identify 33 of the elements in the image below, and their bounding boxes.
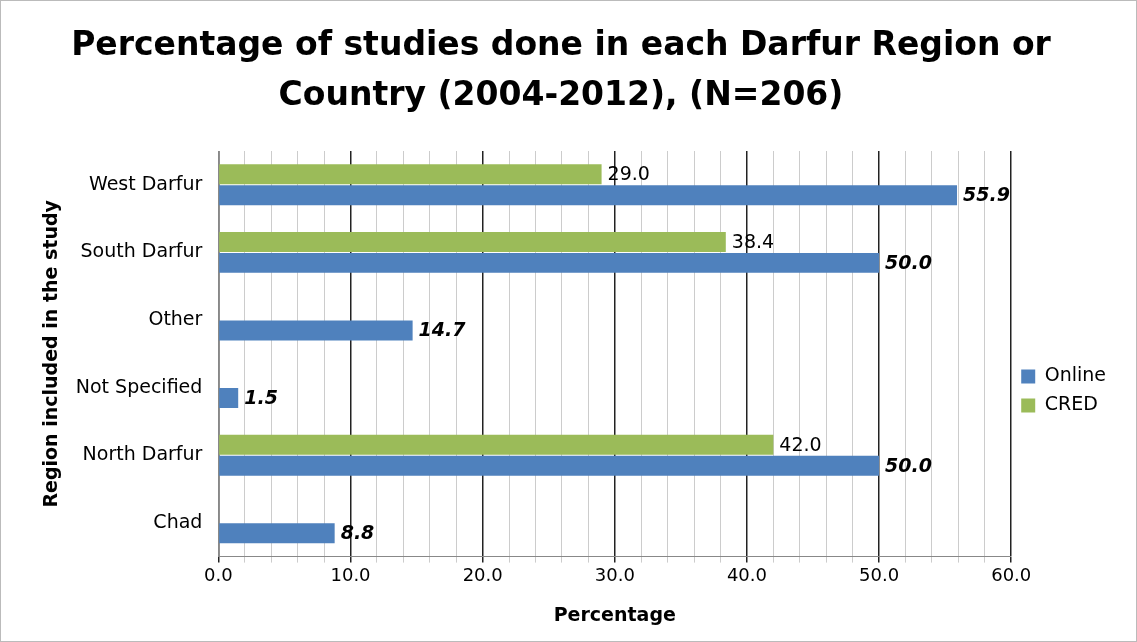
x-tick-label: 30.0 [594, 564, 635, 586]
bar [219, 455, 880, 476]
data-label: 50.0 [885, 250, 932, 273]
chart-title: Percentage of studies done in each Darfur Region or Country (2004-2012), (N=206) [70, 23, 1052, 115]
legend-label: CRED [1044, 392, 1098, 415]
data-label: 14.7 [418, 318, 467, 341]
data-label: 55.9 [963, 183, 1010, 206]
x-tick-label: 0.0 [204, 564, 233, 586]
x-tick-label: 50.0 [859, 564, 900, 586]
bar [219, 185, 958, 206]
y-axis-title: Region included in the study [39, 199, 62, 508]
y-tick-label: Chad [153, 509, 203, 532]
y-tick-label: North Darfur [82, 442, 203, 465]
data-label: 1.5 [244, 386, 278, 409]
bar [219, 434, 774, 455]
y-tick-label: Other [148, 306, 203, 329]
bar [219, 164, 602, 185]
x-axis-title: Percentage [553, 602, 676, 625]
legend-label: Online [1044, 363, 1107, 386]
y-tick-label: Not Specified [75, 374, 203, 397]
data-label: 42.0 [779, 432, 822, 455]
y-tick-label: West Darfur [88, 171, 203, 194]
x-tick-label: 40.0 [726, 564, 767, 586]
data-label: 50.0 [885, 453, 932, 476]
y-tick-label: South Darfur [80, 239, 203, 262]
bar [219, 388, 239, 409]
bar [219, 523, 335, 544]
x-tick-label: 60.0 [991, 564, 1032, 586]
x-tick-label: 10.0 [330, 564, 371, 586]
bar [219, 252, 880, 273]
bar [219, 231, 726, 252]
bar [219, 320, 413, 341]
x-tick-label: 20.0 [462, 564, 503, 586]
